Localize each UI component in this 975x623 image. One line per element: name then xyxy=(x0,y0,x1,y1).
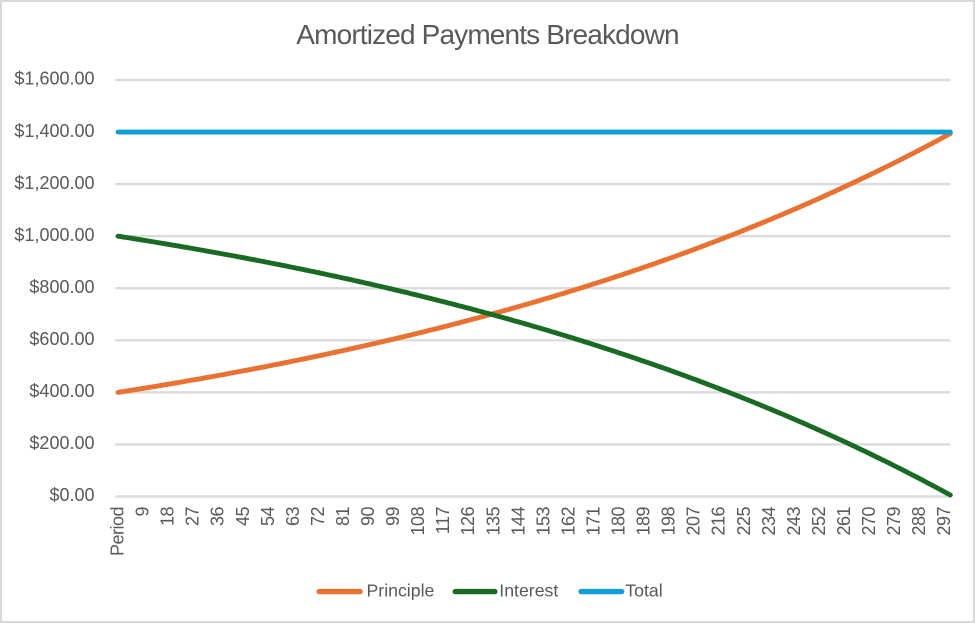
svg-text:$1,400.00: $1,400.00 xyxy=(14,121,94,141)
svg-text:144: 144 xyxy=(508,507,528,536)
svg-text:189: 189 xyxy=(634,507,654,536)
svg-text:$1,200.00: $1,200.00 xyxy=(14,173,94,193)
svg-text:Total: Total xyxy=(625,581,662,601)
svg-text:261: 261 xyxy=(834,507,854,536)
svg-text:$400.00: $400.00 xyxy=(29,381,94,401)
svg-text:Principle: Principle xyxy=(367,581,435,601)
svg-text:27: 27 xyxy=(183,507,203,527)
svg-text:225: 225 xyxy=(734,507,754,536)
svg-text:180: 180 xyxy=(609,507,629,536)
svg-text:270: 270 xyxy=(859,507,879,536)
svg-text:81: 81 xyxy=(333,507,353,527)
svg-text:63: 63 xyxy=(283,507,303,527)
svg-text:135: 135 xyxy=(483,507,503,536)
svg-text:288: 288 xyxy=(909,507,929,536)
svg-text:162: 162 xyxy=(558,507,578,536)
svg-text:$200.00: $200.00 xyxy=(29,433,94,453)
svg-text:18: 18 xyxy=(158,507,178,527)
svg-text:297: 297 xyxy=(934,507,954,536)
svg-text:$600.00: $600.00 xyxy=(29,329,94,349)
svg-text:$1,600.00: $1,600.00 xyxy=(14,69,94,89)
svg-text:99: 99 xyxy=(383,507,403,527)
svg-text:Amortized Payments Breakdown: Amortized Payments Breakdown xyxy=(296,19,678,50)
svg-text:117: 117 xyxy=(433,507,453,535)
svg-text:$800.00: $800.00 xyxy=(29,277,94,297)
svg-text:108: 108 xyxy=(408,507,428,536)
svg-text:Period: Period xyxy=(108,507,128,556)
svg-text:198: 198 xyxy=(659,507,679,536)
svg-text:216: 216 xyxy=(709,507,729,536)
svg-text:243: 243 xyxy=(784,507,804,536)
svg-text:234: 234 xyxy=(759,507,779,536)
svg-text:171: 171 xyxy=(583,507,603,536)
svg-text:126: 126 xyxy=(458,507,478,536)
svg-text:207: 207 xyxy=(684,507,704,536)
svg-text:90: 90 xyxy=(358,507,378,527)
svg-text:72: 72 xyxy=(308,507,328,527)
svg-text:9: 9 xyxy=(133,507,153,517)
svg-text:279: 279 xyxy=(884,507,904,536)
svg-text:Interest: Interest xyxy=(499,581,558,601)
svg-text:36: 36 xyxy=(208,507,228,527)
svg-text:45: 45 xyxy=(233,507,253,527)
svg-text:252: 252 xyxy=(809,507,829,536)
svg-text:$1,000.00: $1,000.00 xyxy=(14,225,94,245)
svg-text:153: 153 xyxy=(533,507,553,536)
svg-text:54: 54 xyxy=(258,507,278,527)
svg-text:$0.00: $0.00 xyxy=(49,485,94,505)
